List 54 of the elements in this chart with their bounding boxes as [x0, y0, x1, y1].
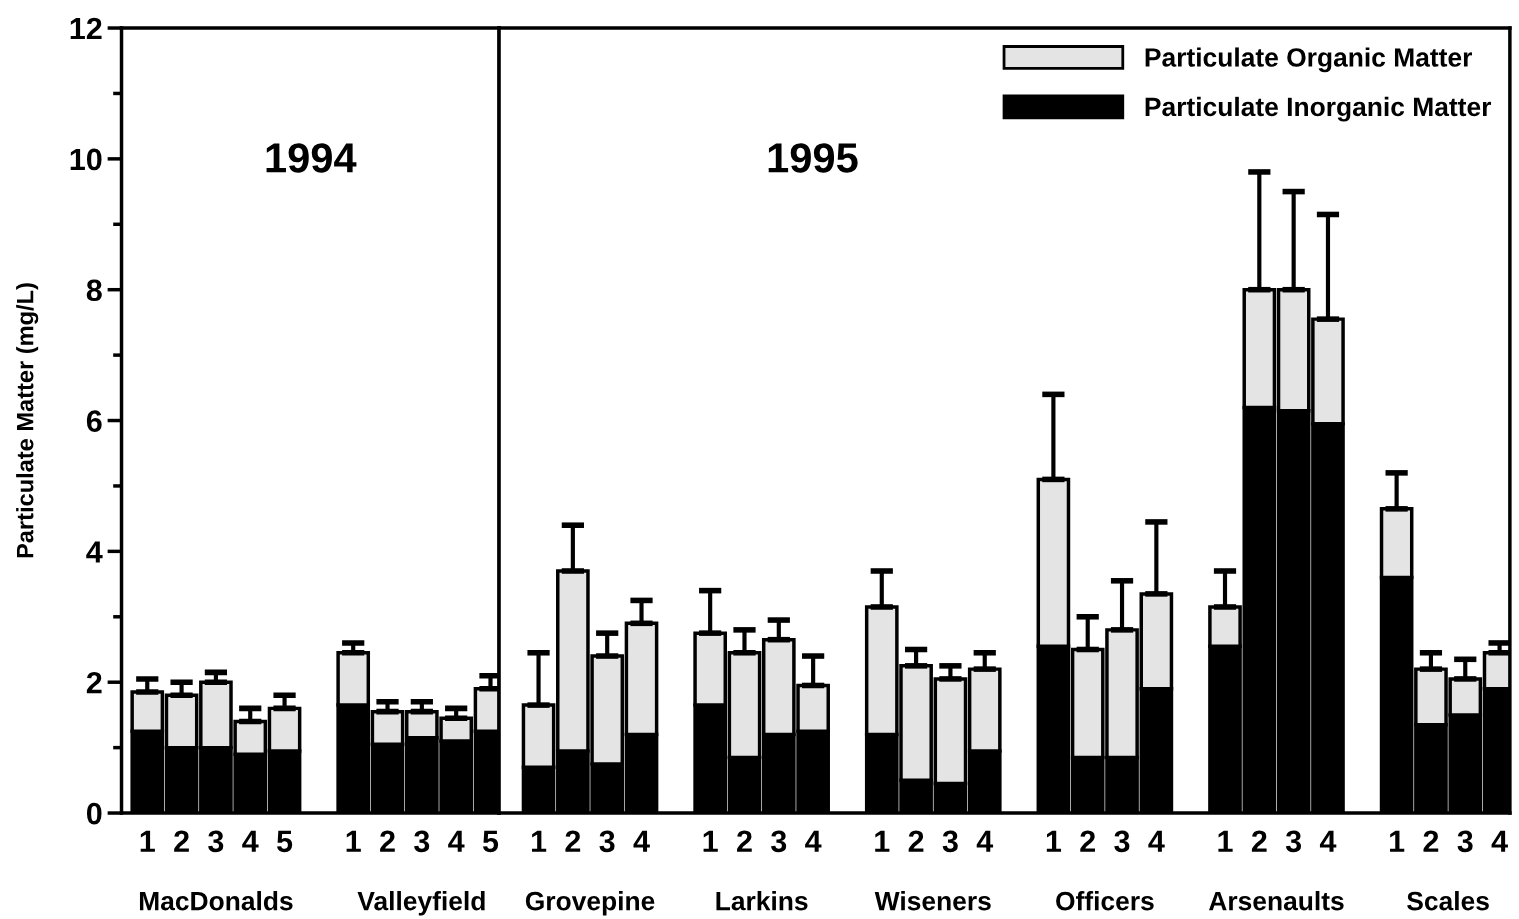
- x-tick-label: 1: [140, 830, 155, 852]
- x-tick-label: 3: [771, 830, 787, 853]
- legend-label: Particulate Organic Matter: [1145, 47, 1472, 73]
- x-tick-label: 4: [242, 830, 259, 852]
- x-tick-label: 2: [737, 830, 752, 852]
- x-tick-label: 4: [1491, 830, 1508, 852]
- x-tick-label: 1: [1390, 830, 1405, 852]
- x-tick-label: 3: [208, 830, 224, 853]
- text: Arsenaults: [1208, 891, 1344, 911]
- text: Larkins: [716, 891, 808, 911]
- text: Scales: [1407, 891, 1489, 911]
- y-tick-label: 2: [86, 671, 102, 694]
- text: Valleyfield: [357, 891, 485, 916]
- x-tick-label: 1: [1218, 830, 1233, 852]
- x-tick-label: 2: [1251, 830, 1267, 852]
- x-tick-label: 5: [277, 830, 293, 853]
- y-axis-title: Particulate Matter (mg/L): [16, 283, 39, 558]
- y-tick-label: 12: [70, 17, 102, 40]
- x-tick-label: 4: [976, 830, 994, 852]
- x-tick-label: 2: [565, 830, 581, 852]
- text: MacDonalds: [139, 891, 293, 911]
- x-tick-label: 4: [805, 830, 822, 852]
- x-tick-label: 5: [482, 830, 499, 853]
- x-tick-label: 4: [1319, 830, 1337, 852]
- x-tick-label: 3: [414, 830, 430, 853]
- x-tick-label: 1: [346, 830, 361, 852]
- x-tick-label: 3: [599, 830, 615, 853]
- text: Grovepine: [525, 891, 655, 916]
- x-tick-label: 1: [703, 830, 718, 852]
- text: 1994: [266, 143, 357, 173]
- x-tick-label: 4: [448, 830, 465, 852]
- x-tick-label: 4: [633, 830, 650, 852]
- x-tick-label: 1: [531, 830, 547, 852]
- legend-label: Particulate Inorganic Matter: [1145, 96, 1492, 122]
- x-tick-label: 2: [174, 830, 189, 852]
- y-tick-label: 4: [86, 541, 103, 563]
- x-tick-label: 3: [1285, 830, 1302, 853]
- y-tick-label: 10: [70, 148, 102, 171]
- x-tick-label: 3: [1114, 830, 1130, 853]
- y-tick-label: 8: [86, 279, 102, 302]
- y-tick-label: 6: [86, 410, 102, 432]
- x-tick-label: 1: [875, 830, 890, 852]
- text: Officers: [1056, 891, 1154, 911]
- x-tick-label: 4: [1148, 830, 1165, 852]
- x-tick-label: 2: [1080, 830, 1095, 852]
- x-tick-label: 3: [1457, 830, 1473, 853]
- y-tick-label: 0: [86, 802, 102, 825]
- x-tick-label: 1: [1046, 830, 1062, 852]
- x-tick-label: 2: [908, 830, 924, 852]
- x-tick-label: 2: [380, 830, 395, 852]
- x-tick-label: 3: [942, 830, 958, 853]
- x-tick-label: 2: [1423, 830, 1439, 852]
- text: 1995: [768, 143, 858, 173]
- text: Wiseners: [874, 891, 991, 911]
